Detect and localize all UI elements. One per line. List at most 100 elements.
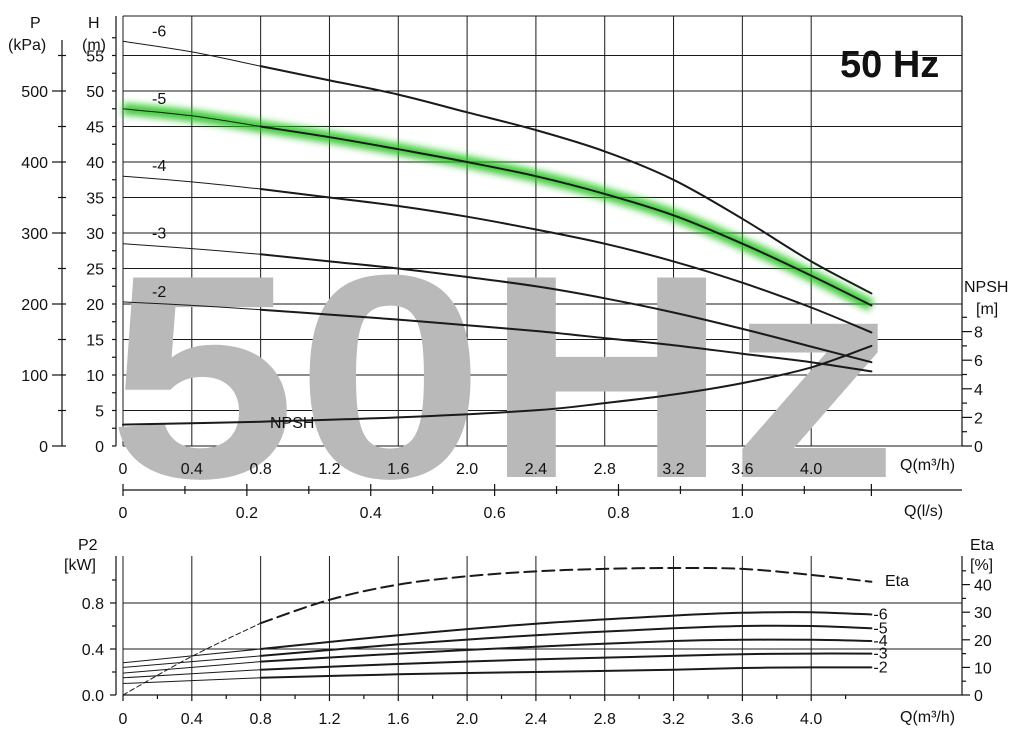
top-x-tick: 2.0 xyxy=(456,461,478,478)
top-x-tick: 2.8 xyxy=(594,461,616,478)
top-x-tick: 4.0 xyxy=(800,461,822,478)
head-curve--2 xyxy=(259,308,873,373)
h-tick: 50 xyxy=(86,84,104,101)
h-tick: 45 xyxy=(86,120,104,137)
power-curve--2 xyxy=(259,666,873,679)
h-tick: 10 xyxy=(86,368,104,385)
head-curve-label: -2 xyxy=(152,284,166,301)
power-curve-thin--2 xyxy=(122,677,262,684)
head-curves xyxy=(122,40,875,426)
h-tick: 40 xyxy=(86,155,104,172)
eta-curve xyxy=(259,566,873,625)
head-curve--3 xyxy=(259,253,873,364)
q-m3h-label-top: Q(m³/h) xyxy=(900,457,955,474)
bottom-x-tick: 0 xyxy=(119,711,128,728)
q-ls-tick: 0.4 xyxy=(360,505,382,522)
eta-tick: 0 xyxy=(974,688,983,705)
npsh-axis-unit: [m] xyxy=(976,301,998,318)
q-ls-tick: 0.6 xyxy=(483,505,505,522)
q-ls-tick: 0.2 xyxy=(236,505,258,522)
h-axis-title: H xyxy=(88,15,100,32)
power-curves xyxy=(122,566,873,696)
top-x-tick: 3.2 xyxy=(662,461,684,478)
p-tick: 0 xyxy=(39,439,48,456)
npsh-curve-label: NPSH xyxy=(270,415,314,432)
npsh-tick: 2 xyxy=(974,410,983,427)
bottom-x-tick: 3.6 xyxy=(731,711,753,728)
head-curve-thin--5 xyxy=(122,108,262,127)
p-tick: 300 xyxy=(21,226,48,243)
power-curve-thin--6 xyxy=(122,648,262,664)
h-tick: 25 xyxy=(86,262,104,279)
bottom-x-tick: 0.8 xyxy=(250,711,272,728)
h-tick: 30 xyxy=(86,226,104,243)
power-curve--5 xyxy=(259,624,873,657)
power-curve--3 xyxy=(259,652,873,671)
bottom-x-tick: 1.6 xyxy=(387,711,409,728)
q-ls-tick: 1.0 xyxy=(731,505,753,522)
eta-tick: 10 xyxy=(974,660,992,677)
q-ls-tick: 0.8 xyxy=(607,505,629,522)
p-axis-unit: (kPa) xyxy=(8,37,46,54)
bottom-x-tick: 0.4 xyxy=(181,711,203,728)
top-x-tick: 1.6 xyxy=(387,461,409,478)
q-ls-tick: 0 xyxy=(119,505,128,522)
top-x-tick: 0.4 xyxy=(181,461,203,478)
q-m3h-label-bottom: Q(m³/h) xyxy=(900,709,955,726)
top-x-tick: 2.4 xyxy=(525,461,547,478)
bottom-axis-labels: 0 0.4 0.8 1.2 1.6 2.0 2.4 2.8 3.2 3.6 4.0 0.0 0.4 0.8… xyxy=(82,578,992,728)
q-ls-label: Q(l/s) xyxy=(904,503,943,520)
p-axis-title: P xyxy=(30,15,41,32)
p2-tick: 0.8 xyxy=(82,596,104,613)
power-curve--4 xyxy=(259,638,873,663)
npsh-axis-title: NPSH xyxy=(964,279,1008,296)
npsh-tick: 8 xyxy=(974,325,983,342)
head-curve-label: -5 xyxy=(152,91,166,108)
head-curve-thin--2 xyxy=(122,301,262,311)
h-tick: 15 xyxy=(86,333,104,350)
npsh-tick: 6 xyxy=(974,353,983,370)
bottom-grid xyxy=(110,556,970,701)
power-curve-thin--5 xyxy=(122,655,262,668)
eta-tick: 20 xyxy=(974,633,992,650)
bottom-x-tick: 1.2 xyxy=(318,711,340,728)
head-curve--5 xyxy=(259,125,873,307)
top-x-tick: 1.2 xyxy=(318,461,340,478)
power-curve-thin--4 xyxy=(122,661,262,674)
power-curve-thin--3 xyxy=(122,669,262,679)
top-x-tick: 0.8 xyxy=(250,461,272,478)
p-tick: 400 xyxy=(21,155,48,172)
p-tick: 100 xyxy=(21,368,48,385)
top-x-tick: 0 xyxy=(119,461,128,478)
head-curve-label: -6 xyxy=(152,23,166,40)
eta-axis-title: Eta xyxy=(970,537,994,554)
head-curve-label: -4 xyxy=(152,158,166,175)
power-curve-label: -4 xyxy=(873,633,887,650)
power-curve-label: -5 xyxy=(873,620,887,637)
eta-curve-label: Eta xyxy=(885,573,909,590)
head-curve-thin--3 xyxy=(122,243,262,255)
p2-axis-unit: [kW] xyxy=(64,557,96,574)
bottom-x-tick: 3.2 xyxy=(662,711,684,728)
bottom-x-tick: 2.8 xyxy=(594,711,616,728)
h-tick: 35 xyxy=(86,191,104,208)
eta-tick: 30 xyxy=(974,605,992,622)
h-tick: 20 xyxy=(86,297,104,314)
npsh-tick: 0 xyxy=(974,439,983,456)
h-tick: 0 xyxy=(95,439,104,456)
head-curve--4 xyxy=(259,188,873,334)
frequency-badge: 50 Hz xyxy=(840,44,939,86)
head-curve-thin--6 xyxy=(122,40,262,67)
power-curve-label: -6 xyxy=(873,607,887,624)
bottom-x-tick: 4.0 xyxy=(800,711,822,728)
top-x-tick: 3.6 xyxy=(731,461,753,478)
npsh-curve xyxy=(122,344,873,426)
p-tick: 500 xyxy=(21,84,48,101)
eta-tick: 40 xyxy=(974,578,992,595)
p2-axis-title: P2 xyxy=(78,537,98,554)
head-curve--6 xyxy=(259,65,873,295)
head-curve-label: -3 xyxy=(152,226,166,243)
p2-tick: 0.0 xyxy=(82,688,104,705)
power-curve--6 xyxy=(259,611,873,650)
